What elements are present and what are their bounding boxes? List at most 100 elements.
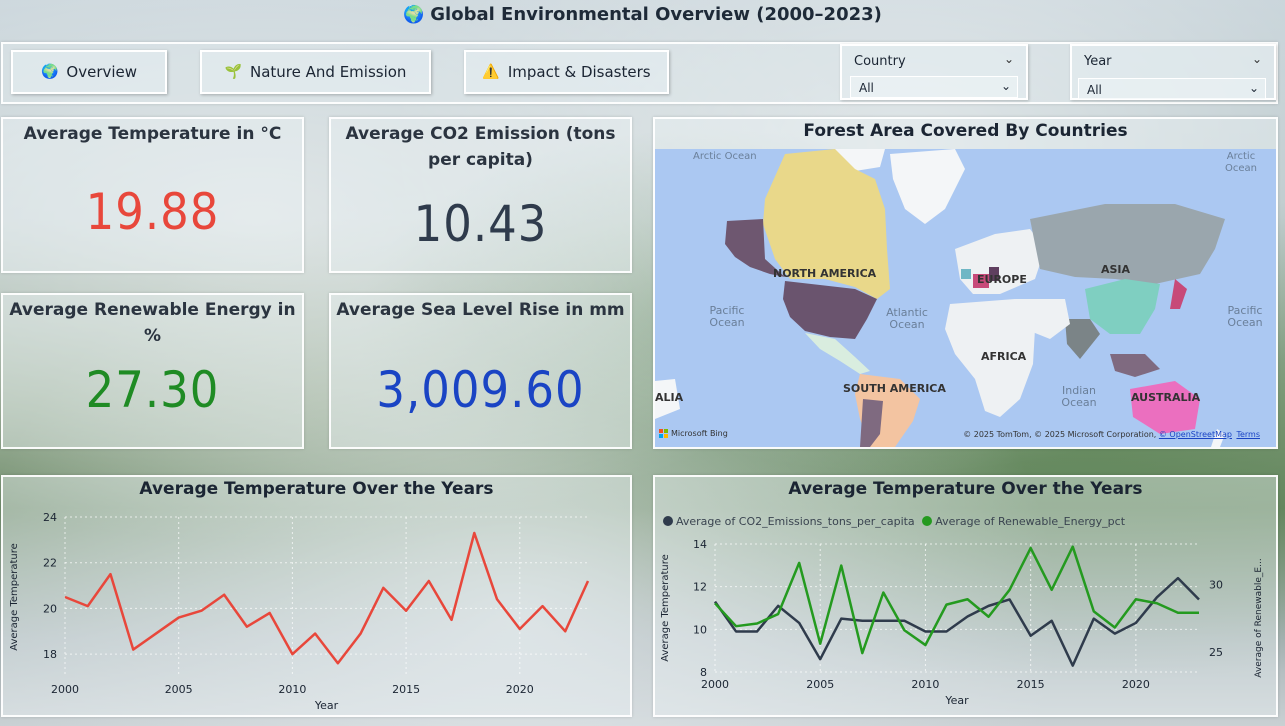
country-slicer: Country ⌄ All ⌄	[840, 44, 1028, 100]
y2-axis-title: Average of Renewable_E...	[1254, 558, 1264, 677]
chart2-title: Average Temperature Over the Years	[788, 479, 1143, 499]
map-copyright: © 2025 TomTom, © 2025 Microsoft Corporat…	[963, 430, 1232, 439]
co2-renewable-chart-panel: Average Temperature Over the Years Avera…	[653, 475, 1278, 717]
terms-link[interactable]: Terms	[1236, 430, 1260, 439]
overview-button-label: Overview	[66, 63, 138, 81]
chevron-down-icon: ⌄	[1248, 81, 1259, 95]
kpi-card-renewable: Average Renewable Energy in % 27.30	[1, 293, 304, 449]
legend-dot-icon	[663, 516, 673, 526]
legend-item-renewable[interactable]: Average of Renewable_Energy_pct	[922, 515, 1125, 528]
x-tick-label: 2000	[51, 683, 79, 696]
map-label-north-america: NORTH AMERICA	[773, 267, 877, 280]
x-tick-label: 2010	[911, 678, 939, 691]
y-tick-label: 14	[693, 538, 707, 551]
warning-icon: ⚠️	[482, 64, 500, 80]
map-label-pacific-left: Pacific Ocean	[709, 304, 745, 329]
map-title: Forest Area Covered By Countries	[803, 121, 1128, 141]
osm-link[interactable]: © OpenStreetMap	[1158, 430, 1232, 439]
forest-map-panel: Forest Area Covered By Countries	[653, 117, 1278, 449]
kpi-card-temperature: Average Temperature in °C 19.88	[1, 117, 304, 273]
map-copyright-text: © 2025 TomTom, © 2025 Microsoft Corporat…	[963, 430, 1157, 439]
map-label-africa: AFRICA	[981, 350, 1027, 363]
map-label-atlantic: Atlantic Ocean	[886, 306, 928, 331]
legend-item-co2[interactable]: Average of CO2_Emissions_tons_per_capita	[663, 515, 915, 528]
kpi-card-co2: Average CO2 Emission (tons per capita) 1…	[329, 117, 632, 273]
x-tick-label: 2005	[165, 683, 193, 696]
y-tick-label: 24	[43, 511, 57, 524]
map-label-alia: ALIA	[655, 391, 684, 404]
region-australia	[1130, 381, 1200, 434]
bing-label: Microsoft Bing	[671, 429, 728, 438]
x-tick-label: 2020	[506, 683, 534, 696]
country-dropdown[interactable]: All ⌄	[850, 76, 1018, 98]
region-canada	[763, 149, 890, 299]
chevron-down-icon[interactable]: ⌄	[1251, 52, 1262, 66]
y-tick-label: 8	[700, 666, 707, 679]
kpi-title: Average Sea Level Rise in mm	[336, 300, 625, 320]
year-slicer: Year ⌄ All ⌄	[1070, 44, 1276, 100]
kpi-title: Average Temperature in °C	[23, 124, 282, 144]
map-label-arctic-right: Arctic Ocean	[1225, 151, 1257, 174]
map-label-asia: ASIA	[1101, 263, 1131, 276]
y-tick-label: 20	[43, 602, 57, 615]
region-usa	[783, 281, 877, 339]
legend-dot-icon	[922, 516, 933, 526]
nature-emission-button[interactable]: 🌱 Nature And Emission	[200, 50, 431, 94]
y-tick-label: 10	[693, 623, 707, 636]
y-tick-label: 22	[43, 557, 57, 570]
x-tick-label: 2000	[701, 678, 729, 691]
series-line-1	[714, 545, 1199, 655]
year-dropdown[interactable]: All ⌄	[1078, 78, 1266, 100]
y-axis-title: Average Temperature	[660, 554, 671, 662]
page-title: 🌍 Global Environmental Overview (2000–202…	[0, 4, 1285, 25]
x-tick-label: 2005	[806, 678, 834, 691]
y-axis-title: Average Temperature	[9, 543, 20, 651]
impact-disasters-button-label: Impact & Disasters	[507, 63, 651, 81]
region-africa	[945, 299, 1035, 417]
map-label-indian: Indian Ocean	[1061, 384, 1097, 409]
chart2-legend: Average of CO2_Emissions_tons_per_capita…	[663, 515, 1125, 528]
microsoft-logo-icon	[659, 429, 668, 438]
country-dropdown-value: All	[859, 81, 874, 95]
seedling-icon: 🌱	[224, 64, 242, 80]
region-asia	[1030, 204, 1225, 284]
overview-button[interactable]: 🌍 Overview	[11, 50, 167, 94]
chevron-down-icon[interactable]: ⌄	[1003, 52, 1014, 66]
x-tick-label: 2020	[1122, 678, 1150, 691]
impact-disasters-button[interactable]: ⚠️ Impact & Disasters	[464, 50, 669, 94]
chart1-title: Average Temperature Over the Years	[139, 479, 494, 499]
x-tick-label: 2015	[1017, 678, 1045, 691]
x-tick-label: 2015	[392, 683, 420, 696]
x-axis-title: Year	[944, 694, 969, 707]
map-label-pacific-right: Pacific Ocean	[1227, 304, 1263, 329]
country-slicer-label: Country	[854, 54, 906, 69]
world-map[interactable]: Arctic Ocean Arctic Ocean NORTH AMERICA …	[655, 149, 1276, 447]
page-title-text: Global Environmental Overview (2000–2023…	[430, 4, 882, 25]
globe-icon: 🌍	[40, 64, 59, 80]
bing-logo: Microsoft Bing	[659, 429, 728, 438]
x-axis-title: Year	[314, 699, 339, 712]
x-tick-label: 2010	[278, 683, 306, 696]
region-alaska	[725, 219, 785, 277]
y2-tick-label: 25	[1209, 646, 1223, 659]
kpi-title: Average Renewable Energy in %	[9, 300, 296, 346]
map-label-arctic-left: Arctic Ocean	[693, 151, 757, 162]
map-label-europe: EUROPE	[977, 273, 1027, 286]
map-label-south-america: SOUTH AMERICA	[843, 382, 946, 395]
y2-tick-label: 30	[1209, 578, 1223, 591]
kpi-title: Average CO2 Emission (tons per capita)	[345, 124, 616, 170]
year-dropdown-value: All	[1087, 83, 1102, 97]
region-china	[1085, 279, 1160, 334]
globe-icon: 🌍	[403, 5, 425, 25]
world-map-svg	[655, 149, 1276, 447]
series-line-0	[64, 531, 590, 665]
kpi-value: 27.30	[85, 361, 220, 419]
temperature-chart-panel: Average Temperature Over the Years 18 20 2…	[1, 475, 632, 717]
map-label-australia: AUSTRALIA	[1131, 391, 1201, 404]
y-tick-label: 18	[43, 648, 57, 661]
kpi-card-sealevel: Average Sea Level Rise in mm 3,009.60	[329, 293, 632, 449]
legend-label-co2: Average of CO2_Emissions_tons_per_capita	[676, 515, 915, 528]
legend-label-renewable: Average of Renewable_Energy_pct	[935, 515, 1126, 528]
